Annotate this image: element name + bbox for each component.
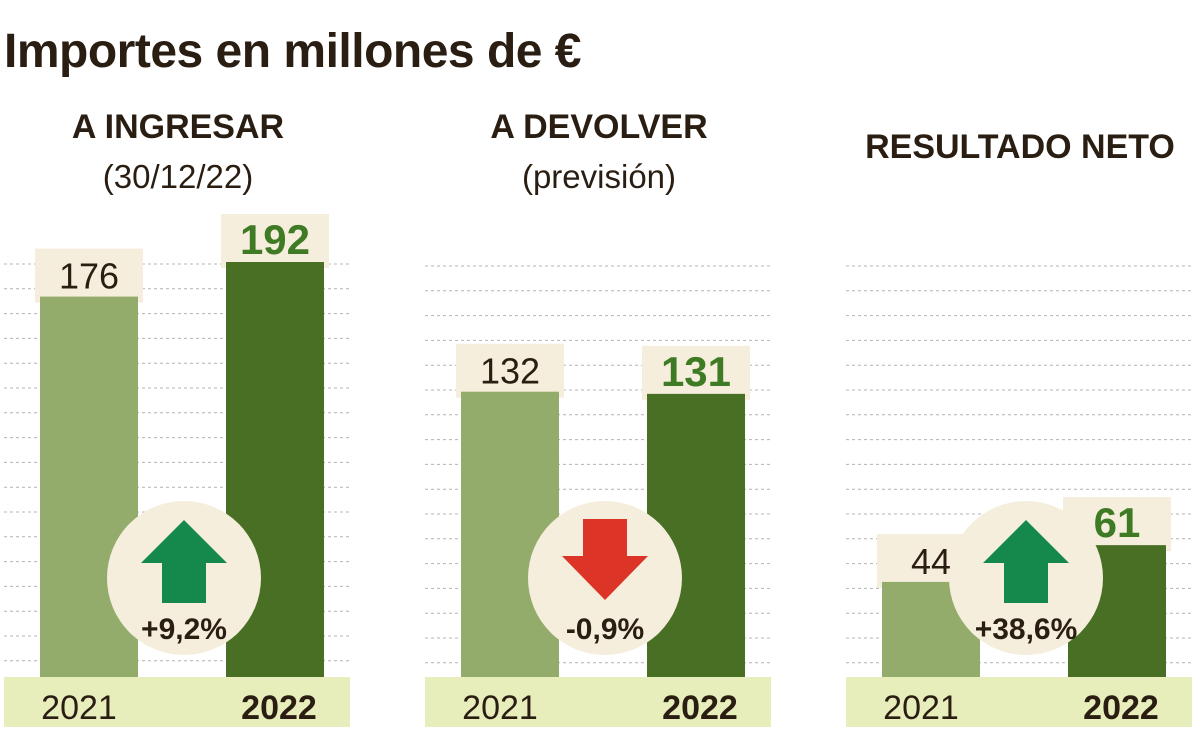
value-label-box (35, 248, 143, 303)
value-label-2022: 61 (1094, 499, 1141, 546)
category-label-2022: 2022 (662, 689, 738, 727)
arrow-up-icon (983, 520, 1069, 603)
value-label-box (456, 343, 564, 398)
category-label-2021: 2021 (41, 689, 117, 727)
axis-band (425, 677, 771, 727)
panel-subtitle: (previsión) (521, 158, 677, 195)
chart-panel-a-devolver: A DEVOLVER (previsión) 132 2021 131 2022 -0,… (425, 0, 773, 740)
value-label-2021: 176 (59, 256, 119, 297)
panel-subtitle: (30/12/22) (102, 158, 254, 195)
arrow-down-icon (562, 519, 648, 600)
axis-band (4, 677, 350, 727)
bar-chart-svg: 44 2021 61 2022 +38,6% (846, 265, 1192, 727)
panel-title: RESULTADO NETO (865, 128, 1175, 166)
value-label-2022: 131 (661, 348, 731, 395)
bar-chart-svg: 176 2021 192 2022 +9,2% (4, 214, 350, 727)
category-label-2021: 2021 (883, 689, 959, 727)
change-percent-label: +9,2% (141, 613, 227, 646)
chart-panel-resultado-neto: RESULTADO NETO 44 2021 61 2022 +38,6% (846, 0, 1194, 740)
category-label-2022: 2022 (241, 689, 317, 727)
panel-title: A DEVOLVER (490, 108, 708, 146)
category-label-2021: 2021 (462, 689, 538, 727)
value-label-box (642, 345, 750, 400)
change-percent-label: -0,9% (566, 613, 644, 646)
page-title: Importes en millones de € (4, 25, 582, 78)
chart-panel-a-ingresar: A INGRESAR (30/12/22) 176 2021 192 2022 +9,2… (4, 0, 352, 740)
value-label-2021: 132 (480, 351, 540, 392)
change-percent-label: +38,6% (975, 613, 1078, 646)
category-label-2022: 2022 (1083, 689, 1159, 727)
value-label-2022: 192 (240, 216, 310, 263)
value-label-box (221, 214, 329, 268)
arrow-up-icon (141, 520, 227, 603)
axis-band (846, 677, 1192, 727)
panel-title: A INGRESAR (71, 108, 285, 146)
value-label-2021: 44 (911, 541, 951, 582)
bar-chart-svg: 132 2021 131 2022 -0,9% (425, 265, 771, 727)
